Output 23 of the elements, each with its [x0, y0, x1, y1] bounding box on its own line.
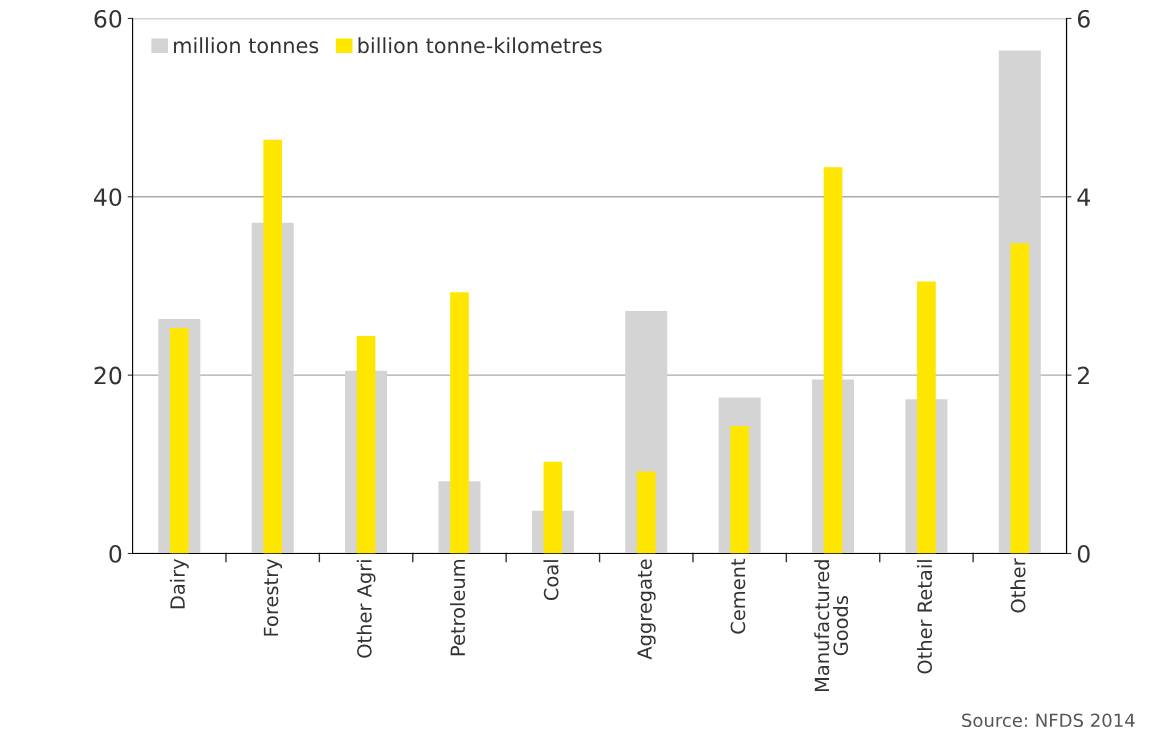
- source-note: Source: NFDS 2014: [962, 713, 1135, 728]
- y2-tick-label: 6: [1077, 9, 1090, 28]
- x-tick-label: Petroleum: [450, 560, 466, 656]
- x-tick-label: Other Agri: [356, 560, 376, 658]
- legend-label: billion tonne-kilometres: [358, 37, 602, 54]
- x-tick-label: Forestry: [263, 558, 283, 636]
- bar: [636, 471, 656, 554]
- x-tick-label: Cement: [730, 558, 746, 634]
- y2-tick-label: 0: [1077, 544, 1090, 563]
- x-tick-label: Coal: [543, 560, 559, 601]
- y-tick-label: 0: [109, 544, 122, 563]
- x-tick-label: Manufactured Goods: [814, 560, 849, 692]
- legend-label: million tonnes: [174, 37, 319, 54]
- x-tick-label: Other: [1010, 558, 1026, 613]
- bar: [1010, 243, 1030, 554]
- x-tick-label: Aggregate: [637, 559, 656, 660]
- y-tick-label: 40: [93, 188, 122, 207]
- y2-tick-label: 4: [1077, 188, 1090, 206]
- y-tick-label: 60: [94, 9, 122, 28]
- y2-tick-label: 2: [1077, 366, 1089, 385]
- y-tick-label: 20: [94, 366, 122, 385]
- x-tick-label: Dairy: [169, 558, 189, 609]
- x-tick-label: Other Retail: [917, 560, 933, 674]
